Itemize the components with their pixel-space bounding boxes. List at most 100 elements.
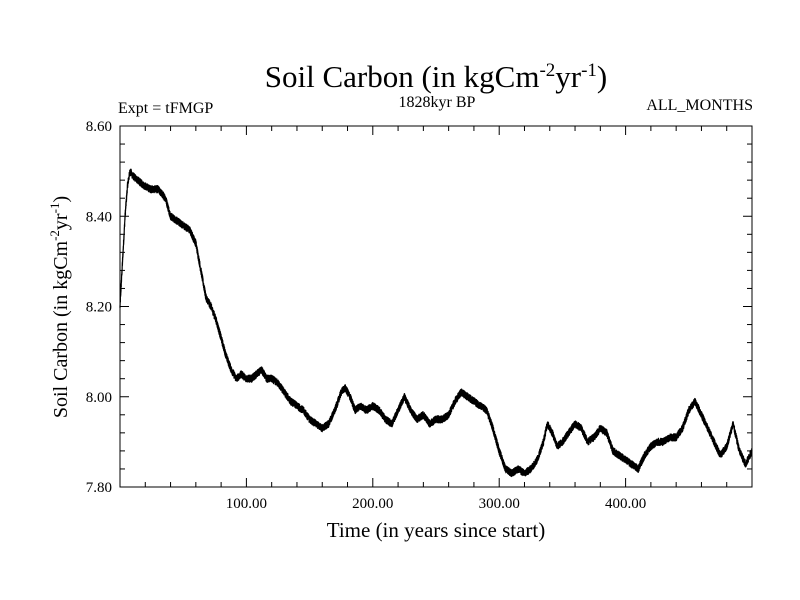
y-axis-label-mid: yr	[50, 213, 72, 230]
data-point	[473, 400, 475, 402]
x-tick-label: 300.00	[479, 496, 520, 512]
data-point	[719, 454, 722, 457]
data-point	[309, 418, 311, 420]
data-point	[296, 405, 298, 407]
data-point	[137, 179, 139, 181]
data-point	[359, 405, 361, 407]
data-point	[290, 400, 292, 402]
data-point	[593, 436, 595, 438]
data-point	[124, 215, 126, 217]
data-point	[354, 409, 356, 411]
x-tick-label: 400.00	[605, 496, 646, 512]
chart-title-mid: yr	[555, 59, 582, 94]
data-point	[688, 409, 690, 411]
axis-ticks	[119, 125, 753, 488]
data-point	[372, 405, 374, 407]
data-point	[119, 305, 121, 308]
data-point	[504, 468, 507, 470]
data-point	[536, 459, 538, 461]
data-point	[250, 378, 253, 380]
x-tick-label: 100.00	[226, 496, 267, 512]
y-axis-label-main: Soil Carbon (in kgCm	[50, 240, 72, 418]
y-tick-labels: 7.80 8.00 8.20 8.40 8.60	[86, 119, 112, 496]
data-point	[467, 396, 469, 398]
data-point	[240, 373, 242, 375]
data-point	[637, 468, 639, 470]
data-point	[271, 378, 273, 380]
data-point	[669, 436, 671, 438]
data-point	[551, 432, 553, 434]
data-point	[517, 468, 519, 470]
data-point	[556, 445, 558, 447]
data-point	[235, 378, 237, 380]
plot-frame	[119, 125, 753, 488]
data-point	[435, 418, 437, 420]
data-point	[612, 450, 614, 452]
x-tick-labels: 100.00 200.00 300.00 400.00	[226, 496, 646, 512]
data-point	[182, 224, 184, 226]
data-point	[587, 441, 589, 443]
data-point	[230, 369, 232, 371]
y-tick-label: 8.40	[86, 209, 112, 225]
data-point	[277, 382, 279, 384]
data-point	[340, 391, 342, 393]
data-point	[391, 423, 393, 425]
data-point	[454, 400, 456, 402]
data-point	[561, 441, 564, 443]
y-tick-label: 8.20	[86, 300, 112, 316]
data-point	[334, 409, 336, 411]
y-axis-label-sup2: -1	[47, 203, 62, 214]
data-point	[448, 414, 450, 416]
data-point	[283, 391, 285, 393]
y-tick-label: 8.60	[86, 119, 112, 135]
data-point	[403, 396, 405, 398]
data-point	[662, 441, 665, 443]
months-label: ALL_MONTHS	[646, 97, 753, 114]
data-point	[255, 373, 258, 375]
data-point	[751, 450, 753, 452]
data-point	[225, 355, 227, 357]
series-group	[119, 168, 753, 478]
data-point	[511, 472, 513, 475]
chart-title: Soil Carbon (in kgCm-2yr-1)	[265, 59, 608, 94]
data-point	[129, 170, 131, 172]
data-point	[205, 296, 207, 299]
data-point	[498, 450, 500, 452]
data-point	[745, 463, 747, 466]
data-point	[132, 175, 134, 177]
data-point	[568, 432, 570, 434]
data-point	[142, 184, 144, 186]
data-point	[195, 242, 197, 244]
x-tick-label: 200.00	[352, 496, 393, 512]
data-point	[220, 337, 222, 339]
data-point	[378, 409, 380, 411]
data-point	[200, 269, 202, 271]
chart-subtitle: 1828kyr BP	[399, 94, 476, 111]
data-point	[618, 454, 620, 457]
chart-title-main: Soil Carbon (in kgCm	[265, 59, 540, 94]
data-point	[485, 409, 488, 411]
data-point	[726, 445, 728, 447]
experiment-label: Expt = tFMGP	[118, 100, 213, 117]
data-point	[700, 414, 703, 416]
data-point	[681, 427, 684, 429]
data-point	[126, 184, 129, 186]
y-tick-label: 8.00	[86, 390, 112, 406]
data-point	[422, 414, 424, 416]
data-point	[327, 423, 330, 425]
data-point	[694, 400, 696, 402]
data-point	[523, 472, 526, 475]
data-point	[707, 427, 709, 429]
data-point	[188, 229, 191, 231]
data-point	[416, 418, 418, 420]
data-point	[397, 409, 399, 411]
x-axis-label: Time (in years since start)	[327, 518, 546, 542]
data-point	[176, 220, 178, 222]
data-point	[675, 436, 677, 438]
data-point	[260, 369, 263, 371]
data-point	[542, 441, 545, 443]
data-point	[650, 445, 652, 447]
data-point	[215, 319, 217, 321]
data-point	[315, 423, 317, 425]
